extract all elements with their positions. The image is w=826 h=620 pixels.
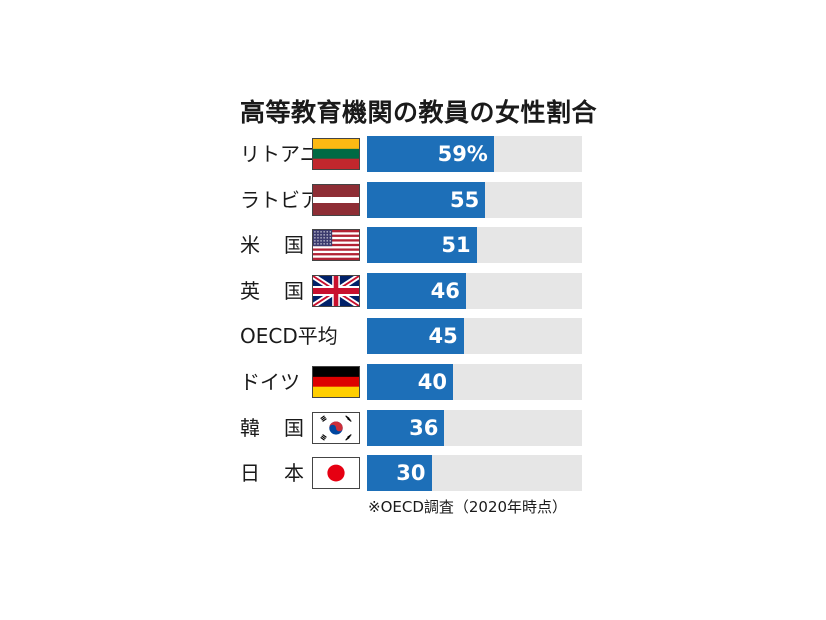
category-label: 英国 [240,273,304,309]
category-label-char: 韓 [240,415,260,440]
bar-track: 45 [367,318,582,355]
bar-track: 51 [367,227,582,264]
bar [367,181,486,218]
category-label: ドイツ [240,370,300,394]
latvia-flag-icon [312,183,360,216]
bar-track: 36 [367,409,582,446]
chart-title: 高等教育機関の教員の女性割合 [240,98,598,127]
bar-row: 韓国 36 [240,409,584,446]
bar [367,364,453,400]
bar-row: ドイツ 40 [240,364,584,400]
bar-track: 30 [367,455,582,492]
category-label-char: 本 [284,461,304,486]
data-label: 40 [417,370,447,394]
category-label: OECD平均 [240,324,338,349]
germany-flag-icon [312,366,360,398]
data-label: 59% [437,142,488,166]
bar [367,409,445,446]
data-label: 45 [428,324,458,349]
bar-track: 55 [367,181,582,218]
lithuania-flag-icon [312,138,360,170]
category-label-char: 米 [240,233,260,258]
bar-row: 英国 46 [240,272,584,309]
bar-row: リトアニア 59% [240,136,584,172]
bar-row: 日本 30 [240,455,584,492]
bar [367,136,494,172]
data-label: 46 [430,278,460,303]
bar [367,272,466,309]
bar-row: 米国 51 [240,227,584,264]
bar-track: 40 [367,364,582,400]
data-label: 51 [441,233,471,258]
japan-flag-icon [312,457,360,490]
category-label: 米国 [240,227,304,263]
category-label-char: 国 [284,278,304,303]
category-label-char: 英 [240,278,260,303]
south-korea-flag-icon [312,411,360,444]
bar [367,318,464,355]
category-label: 韓国 [240,410,304,446]
category-label-char: 国 [284,233,304,258]
category-label-char: 国 [284,415,304,440]
bar [367,227,477,264]
bar-track: 46 [367,272,582,309]
bar-row: OECD平均 45 [240,318,584,355]
usa-flag-icon [312,229,360,262]
bar-track: 59% [367,136,582,172]
data-label: 30 [396,461,426,486]
category-label: ラトビア [240,187,320,212]
bar-row: ラトビア 55 [240,181,584,218]
data-label: 55 [450,187,480,212]
footnote: ※OECD調査（2020年時点） [368,498,568,516]
bar [367,455,432,492]
category-label-char: 日 [240,461,260,486]
data-label: 36 [409,415,439,440]
category-label: 日本 [240,455,304,491]
uk-flag-icon [312,274,360,307]
